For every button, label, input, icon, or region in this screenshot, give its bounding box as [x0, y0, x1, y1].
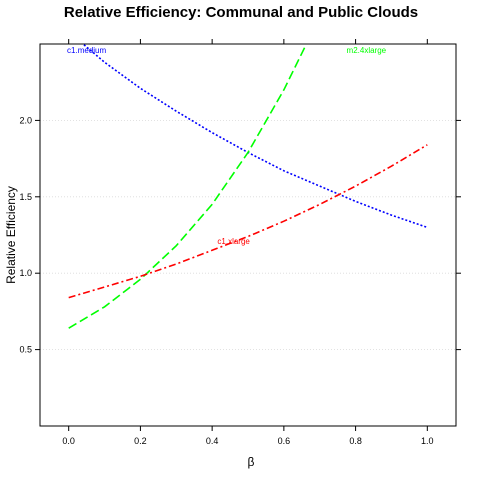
y-tick-label: 1.5	[19, 192, 32, 202]
y-tick-label: 2.0	[19, 115, 32, 125]
axes: 0.5 1.0 1.5 2.0 0.0 0.2 0.4 0.6 0.8 1.0	[19, 39, 461, 446]
x-tick-label: 0.0	[62, 436, 75, 446]
series-line-c1-medium	[81, 44, 428, 229]
y-axis-label: Relative Efficiency	[4, 186, 18, 284]
x-tick-label: 1.0	[421, 436, 434, 446]
y-tick-label: 0.5	[19, 345, 32, 355]
x-tick-label: 0.8	[349, 436, 362, 446]
gridlines	[40, 120, 456, 351]
x-axis-label: β	[248, 455, 255, 469]
series-line-c1-xlarge	[68, 144, 428, 299]
y-tick-label: 1.0	[19, 268, 32, 278]
series-label-c1-medium: c1.medium	[67, 46, 106, 55]
x-tick-label: 0.4	[206, 436, 219, 446]
series-labels: c1.medium m2.4xlarge c1.xlarge	[67, 46, 387, 246]
x-tick-label: 0.6	[278, 436, 291, 446]
series-label-c1-xlarge: c1.xlarge	[217, 237, 250, 246]
chart-title: Relative Efficiency: Communal and Public…	[64, 4, 418, 21]
series-label-m2-4xlarge: m2.4xlarge	[347, 46, 387, 55]
series-lines	[68, 44, 428, 329]
x-tick-label: 0.2	[134, 436, 147, 446]
series-line-m2-4xlarge	[68, 44, 308, 329]
plot-frame	[39, 43, 457, 427]
